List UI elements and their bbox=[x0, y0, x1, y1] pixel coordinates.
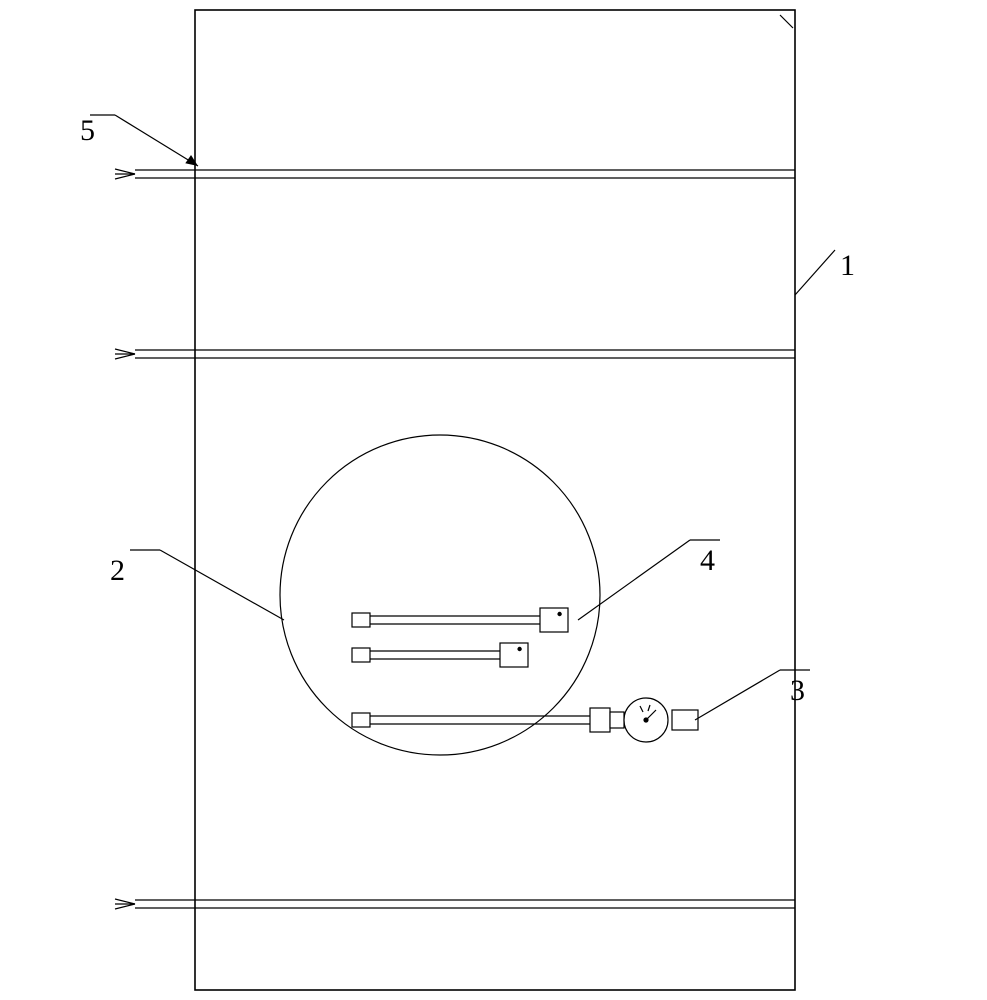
callout-label-3: 3 bbox=[790, 674, 805, 707]
wire-row-1 bbox=[115, 169, 795, 179]
probe-tube-2 bbox=[352, 643, 528, 667]
callouts: 1 2 3 4 5 bbox=[80, 114, 855, 720]
wire-rows bbox=[115, 169, 795, 909]
callout-label-5: 5 bbox=[80, 114, 95, 147]
valve-assembly bbox=[352, 698, 698, 742]
probe-tube-1 bbox=[352, 608, 568, 632]
wire-row-3 bbox=[115, 899, 795, 909]
callout-label-4: 4 bbox=[700, 544, 715, 577]
callout-label-2: 2 bbox=[110, 554, 125, 587]
outer-frame bbox=[195, 10, 795, 990]
callout-label-1: 1 bbox=[840, 249, 855, 282]
callout-2: 2 bbox=[110, 550, 284, 620]
callout-1: 1 bbox=[795, 249, 855, 295]
probe-tubes bbox=[352, 608, 568, 667]
callout-3: 3 bbox=[695, 670, 810, 720]
callout-5: 5 bbox=[80, 114, 198, 166]
view-circle bbox=[280, 435, 600, 755]
wire-row-2 bbox=[115, 349, 795, 359]
